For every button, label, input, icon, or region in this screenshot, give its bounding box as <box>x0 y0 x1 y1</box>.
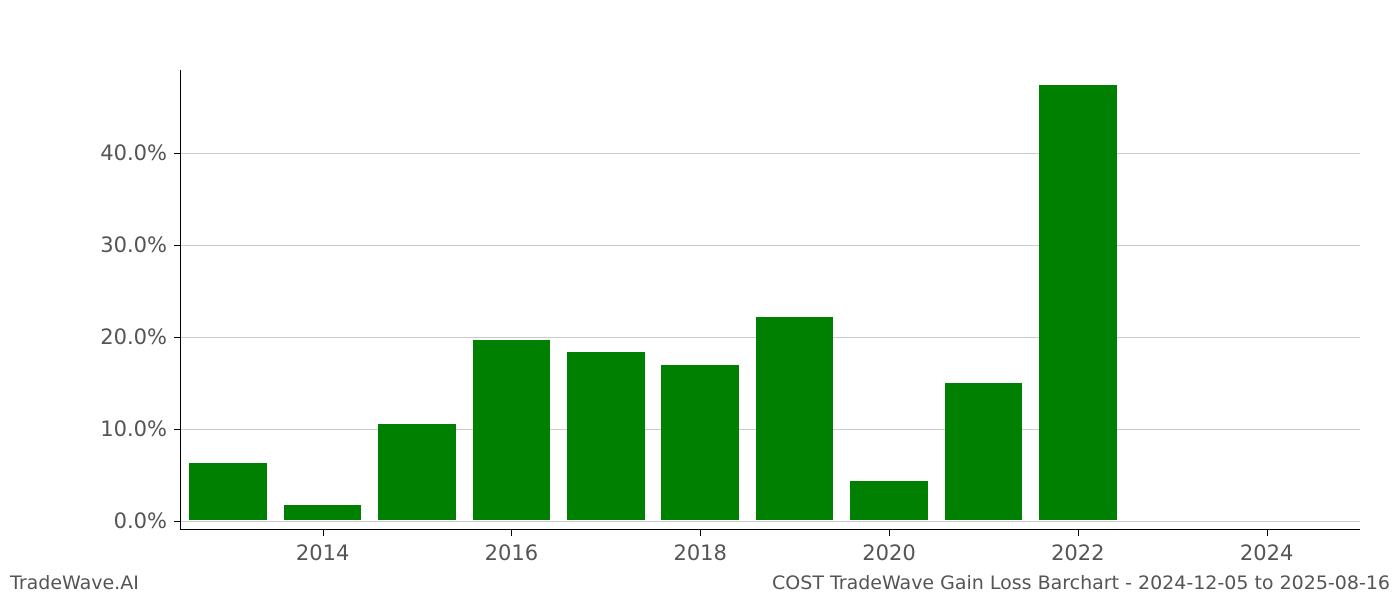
bar-chart-plot: 0.0%10.0%20.0%30.0%40.0%2014201620182020… <box>180 70 1360 530</box>
bar <box>945 383 1022 520</box>
y-tick-label: 30.0% <box>100 233 167 257</box>
bar <box>661 365 738 520</box>
y-tick-mark <box>174 521 181 522</box>
footer-brand: TradeWave.AI <box>10 572 139 594</box>
bar <box>284 505 361 520</box>
gridline <box>181 521 1360 522</box>
x-tick-label: 2014 <box>296 541 349 565</box>
bar <box>567 352 644 519</box>
y-tick-label: 10.0% <box>100 417 167 441</box>
y-tick-mark <box>174 429 181 430</box>
bar <box>473 340 550 519</box>
bar <box>378 424 455 520</box>
chart-area: 0.0%10.0%20.0%30.0%40.0%2014201620182020… <box>180 70 1360 530</box>
x-tick-mark <box>511 529 512 536</box>
x-tick-mark <box>889 529 890 536</box>
y-tick-label: 40.0% <box>100 141 167 165</box>
y-tick-mark <box>174 337 181 338</box>
bar <box>850 481 927 520</box>
x-tick-mark <box>1267 529 1268 536</box>
y-tick-mark <box>174 245 181 246</box>
y-tick-label: 0.0% <box>114 509 167 533</box>
x-tick-label: 2020 <box>862 541 915 565</box>
bar <box>756 317 833 520</box>
x-tick-label: 2024 <box>1240 541 1293 565</box>
x-tick-mark <box>323 529 324 536</box>
footer-caption: COST TradeWave Gain Loss Barchart - 2024… <box>772 572 1390 594</box>
x-tick-label: 2022 <box>1051 541 1104 565</box>
x-tick-label: 2016 <box>485 541 538 565</box>
bar <box>1039 85 1116 520</box>
x-tick-label: 2018 <box>673 541 726 565</box>
x-tick-mark <box>1078 529 1079 536</box>
gridline <box>181 153 1360 154</box>
gridline <box>181 245 1360 246</box>
y-tick-mark <box>174 153 181 154</box>
y-tick-label: 20.0% <box>100 325 167 349</box>
bar <box>189 463 266 520</box>
x-tick-mark <box>700 529 701 536</box>
